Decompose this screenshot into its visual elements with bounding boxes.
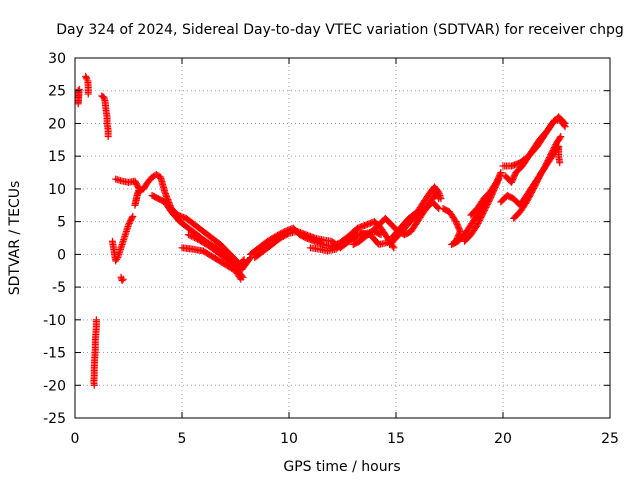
x-axis-label: GPS time / hours bbox=[283, 459, 400, 475]
y-tick-label: 15 bbox=[48, 149, 66, 165]
series-track_l bbox=[460, 175, 503, 245]
series-track_m bbox=[467, 178, 501, 219]
data-point bbox=[434, 187, 442, 195]
data-point bbox=[129, 212, 137, 220]
series-early_b bbox=[82, 72, 92, 98]
data-point bbox=[90, 381, 98, 389]
data-point bbox=[237, 275, 245, 283]
y-tick-label: -5 bbox=[52, 280, 66, 296]
plot-frame bbox=[74, 57, 611, 419]
data-point bbox=[192, 234, 200, 242]
data-point bbox=[376, 230, 384, 238]
x-tick-label: 5 bbox=[178, 431, 187, 447]
data-point bbox=[493, 178, 501, 186]
data-point bbox=[125, 221, 132, 229]
data-point bbox=[556, 159, 564, 167]
series-track_o bbox=[501, 116, 569, 186]
data-point bbox=[556, 134, 564, 142]
data-point bbox=[497, 169, 505, 177]
series-early_d bbox=[90, 316, 100, 389]
data-point bbox=[187, 232, 195, 240]
y-tick-label: -15 bbox=[43, 346, 66, 362]
tick-layer: -25 -20 -15 -10 -5 0 5 10 15 20 25 30 0 5 10 15 20 25 bbox=[43, 51, 619, 447]
x-tick-label: 15 bbox=[387, 431, 405, 447]
y-tick-label: 20 bbox=[48, 116, 66, 132]
x-tick-label: 0 bbox=[71, 431, 80, 447]
chart-title: Day 324 of 2024, Sidereal Day-to-day VTE… bbox=[56, 22, 624, 38]
y-tick-label: 5 bbox=[57, 215, 66, 231]
data-point bbox=[390, 244, 398, 252]
data-point bbox=[125, 219, 133, 227]
series-track_i bbox=[388, 183, 445, 242]
data-point bbox=[189, 233, 197, 241]
data-point bbox=[119, 275, 127, 283]
data-point bbox=[118, 277, 126, 285]
y-tick-label: 30 bbox=[48, 51, 66, 67]
data-point bbox=[113, 255, 121, 263]
data-point bbox=[104, 133, 112, 141]
data-point bbox=[434, 203, 442, 211]
data-point bbox=[184, 231, 192, 239]
data-point bbox=[236, 274, 244, 282]
x-tick-label: 20 bbox=[494, 431, 512, 447]
data-point bbox=[246, 255, 254, 263]
y-tick-label: -20 bbox=[43, 378, 66, 394]
data-point bbox=[377, 231, 385, 239]
y-tick-label: 10 bbox=[48, 182, 66, 198]
y-tick-label: -25 bbox=[43, 411, 66, 427]
series-early_f bbox=[117, 273, 127, 285]
x-tick-label: 10 bbox=[280, 431, 298, 447]
series-track_d bbox=[184, 231, 254, 273]
data-point bbox=[191, 234, 199, 242]
data-point bbox=[560, 121, 568, 129]
series-early_a bbox=[74, 85, 83, 108]
data-point bbox=[561, 123, 569, 131]
y-tick-label: -10 bbox=[43, 313, 66, 329]
data-point bbox=[492, 180, 500, 188]
y-tick-label: 0 bbox=[57, 247, 66, 263]
data-layer bbox=[74, 72, 569, 389]
series-early_e bbox=[108, 212, 137, 265]
y-tick-label: 25 bbox=[48, 84, 66, 100]
data-point bbox=[186, 231, 194, 239]
y-axis-label: SDTVAR / TECUs bbox=[7, 181, 23, 296]
series-early_c bbox=[98, 92, 112, 141]
data-point bbox=[75, 85, 83, 93]
data-point bbox=[84, 90, 92, 98]
data-point bbox=[128, 214, 136, 222]
series-track_q bbox=[510, 142, 564, 222]
data-point bbox=[557, 133, 565, 141]
x-tick-label: 25 bbox=[601, 431, 619, 447]
data-point bbox=[437, 195, 445, 203]
data-point bbox=[284, 230, 292, 238]
data-point bbox=[496, 170, 504, 178]
